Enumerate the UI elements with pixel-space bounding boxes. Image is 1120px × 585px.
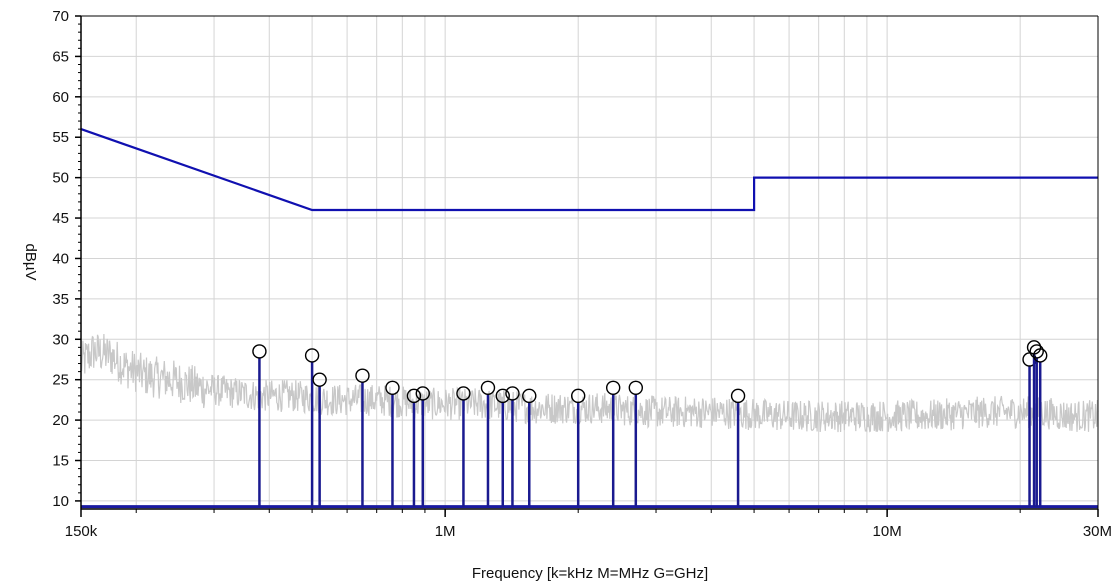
peak-marker xyxy=(355,368,370,383)
peak-marker xyxy=(730,388,746,404)
peak-marker xyxy=(304,348,320,363)
y-tick-label: 50 xyxy=(52,170,69,187)
y-tick-label: 30 xyxy=(52,331,69,348)
peak-marker xyxy=(456,386,471,401)
y-tick-label: 10 xyxy=(52,493,69,510)
grid xyxy=(81,15,1098,509)
limit-line-group xyxy=(80,128,1098,212)
peak-marker xyxy=(522,388,537,404)
y-axis-label: dBµV xyxy=(22,244,39,281)
y-tick-label: 55 xyxy=(52,129,69,146)
axes: 10 15 20 25 30 35 40 45 50 55 60 65 70 150k 1M 10M 30M xyxy=(52,8,1112,540)
peak-marker xyxy=(415,386,430,401)
y-tick-label: 35 xyxy=(52,291,69,308)
peak-marker xyxy=(495,388,510,404)
y-tick-label: 40 xyxy=(52,250,69,267)
peak-marker xyxy=(385,380,400,395)
y-tick-label: 25 xyxy=(52,372,69,389)
limit-line xyxy=(80,128,1098,212)
y-tick-label: 20 xyxy=(52,412,69,429)
x-axis-label: Frequency [k=kHz M=MHz G=GHz] xyxy=(472,565,708,582)
peak-marker xyxy=(570,388,586,404)
peak-marker xyxy=(1029,344,1044,359)
peak-marker xyxy=(480,380,496,395)
peak-markers xyxy=(81,340,1098,509)
peak-marker xyxy=(1033,348,1048,363)
x-tick-label: 1M xyxy=(435,523,456,540)
peak-marker xyxy=(312,372,327,387)
trace-line xyxy=(80,333,1099,433)
y-tick-label: 65 xyxy=(52,48,69,65)
peak-marker xyxy=(505,386,520,401)
x-tick-label: 10M xyxy=(873,523,902,540)
y-tick-label: 60 xyxy=(52,89,69,106)
peak-marker xyxy=(628,380,644,395)
peak-marker xyxy=(406,388,422,404)
x-tick-label: 30M xyxy=(1083,523,1112,540)
y-tick-label: 45 xyxy=(52,210,69,227)
x-tick-label: 150k xyxy=(65,523,98,540)
measurement-trace xyxy=(80,333,1099,433)
peak-marker xyxy=(252,344,267,359)
y-tick-label: 15 xyxy=(52,453,69,470)
y-tick-label: 70 xyxy=(52,8,69,25)
peak-marker xyxy=(605,380,621,395)
